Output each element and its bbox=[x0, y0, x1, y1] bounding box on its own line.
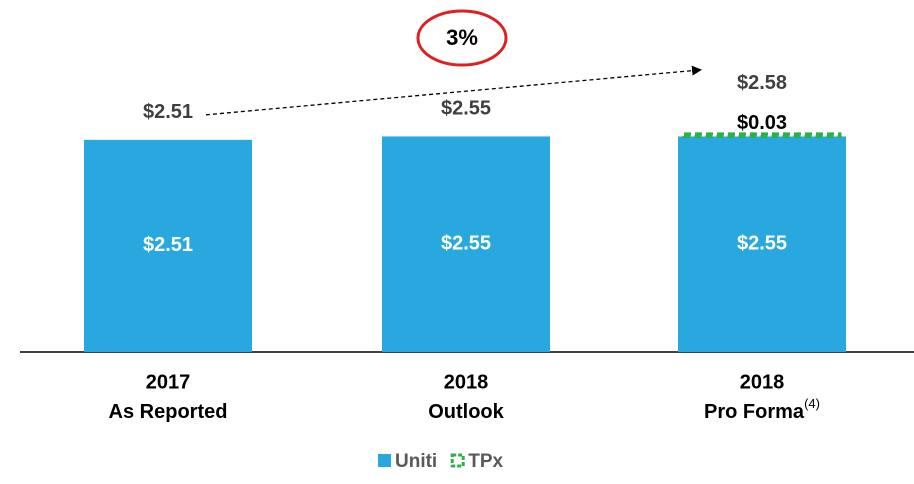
x-tick-label: As Reported bbox=[109, 401, 228, 423]
legend-swatch bbox=[378, 454, 391, 467]
segment-label: $0.03 bbox=[737, 112, 787, 134]
x-tick-label: 2018 bbox=[740, 371, 785, 393]
total-label: $2.58 bbox=[737, 72, 787, 94]
bar-segment bbox=[84, 139, 252, 352]
bar-segment bbox=[678, 136, 846, 352]
legend-swatch bbox=[450, 453, 465, 468]
total-label: $2.51 bbox=[143, 101, 193, 123]
x-tick-label: 2018 bbox=[444, 371, 489, 393]
x-tick-label: As Reported bbox=[109, 401, 228, 423]
x-tick-label: 2017 bbox=[146, 371, 191, 393]
growth-arrow bbox=[205, 65, 702, 116]
growth-annotation: 3% bbox=[446, 25, 478, 50]
legend-label: Uniti bbox=[395, 451, 437, 472]
x-tick-label: Outlook bbox=[428, 401, 504, 423]
segment-label: $2.55 bbox=[737, 233, 787, 255]
bar-segment bbox=[682, 132, 842, 138]
segment-label: $2.55 bbox=[441, 233, 491, 255]
total-label: $2.55 bbox=[441, 98, 491, 120]
footnote-mark: (4) bbox=[804, 396, 820, 411]
legend-label: TPx bbox=[468, 451, 503, 472]
segment-label: $2.51 bbox=[143, 234, 193, 256]
x-tick-label: Pro Forma bbox=[704, 401, 805, 423]
bar-segment bbox=[382, 136, 550, 352]
annotation-circle bbox=[416, 9, 508, 67]
x-tick-label: Outlook bbox=[428, 401, 504, 423]
x-tick-label: Pro Forma(4) bbox=[704, 396, 820, 423]
